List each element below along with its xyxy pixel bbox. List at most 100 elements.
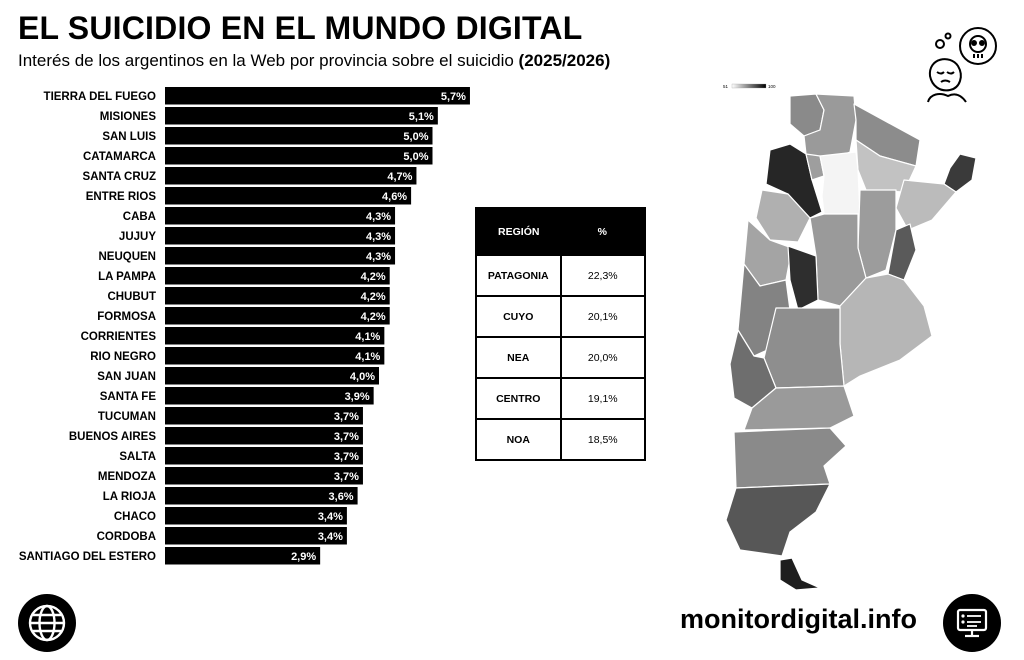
value-label: 3,7%: [334, 471, 359, 483]
globe-icon: [18, 594, 76, 652]
pct-cell: 22,3%: [559, 254, 646, 297]
category-label: CORDOBA: [97, 531, 156, 543]
bar: [165, 347, 385, 365]
bar: [165, 187, 412, 205]
value-label: 4,0%: [350, 371, 375, 383]
bar: [165, 127, 433, 145]
bar: [165, 427, 363, 445]
category-label: TUCUMAN: [98, 411, 156, 423]
bar: [165, 387, 374, 405]
table-row: CUYO 20,1%: [475, 295, 646, 338]
value-label: 3,4%: [318, 531, 343, 543]
category-label: FORMOSA: [97, 311, 156, 323]
category-label: SALTA: [119, 451, 156, 463]
bar: [165, 207, 396, 225]
category-label: MISIONES: [100, 111, 157, 123]
argentina-map: 51 100: [723, 83, 977, 591]
region-header: REGIÓN: [476, 208, 561, 255]
bar: [165, 87, 470, 105]
province-larioja: [755, 189, 811, 243]
category-label: TIERRA DEL FUEGO: [44, 91, 157, 103]
value-label: 4,2%: [361, 311, 386, 323]
subtitle-text: Interés de los argentinos en la Web por …: [18, 51, 514, 70]
province-entrerios: [887, 223, 917, 281]
pct-cell: 20,0%: [559, 336, 646, 379]
bar: [165, 367, 379, 385]
province-santacruz: [725, 483, 831, 557]
category-label: CHUBUT: [107, 291, 156, 303]
category-label: ENTRE RIOS: [86, 191, 157, 203]
bar: [165, 487, 358, 505]
bar: [165, 467, 363, 485]
value-label: 4,7%: [387, 171, 412, 183]
map-legend-max: 100: [768, 84, 776, 89]
value-label: 3,7%: [334, 451, 359, 463]
value-label: 3,4%: [318, 511, 343, 523]
value-label: 3,7%: [334, 411, 359, 423]
category-label: JUJUY: [119, 231, 156, 243]
value-label: 4,6%: [382, 191, 407, 203]
bar: [165, 507, 347, 525]
value-label: 2,9%: [291, 551, 316, 563]
value-label: 5,1%: [409, 111, 434, 123]
value-label: 3,9%: [345, 391, 370, 403]
category-label: SANTA FE: [100, 391, 157, 403]
pct-cell: 18,5%: [559, 418, 646, 461]
brand-text: monitordigital.info: [680, 604, 917, 634]
value-label: 4,2%: [361, 271, 386, 283]
bar: [165, 267, 390, 285]
monitor-icon: [943, 594, 1001, 652]
category-label: SANTIAGO DEL ESTERO: [19, 551, 156, 563]
category-label: MENDOZA: [98, 471, 156, 483]
province-corrientes: [895, 179, 957, 231]
category-label: CABA: [123, 211, 156, 223]
value-label: 5,7%: [441, 91, 466, 103]
province-catamarca: [765, 143, 823, 219]
bar: [165, 307, 390, 325]
bar: [165, 247, 396, 265]
region-cell: NOA: [475, 418, 562, 461]
province-bar-chart: TIERRA DEL FUEGO 5,7% MISIONES 5,1% SAN LUIS…: [19, 87, 470, 565]
category-label: CATAMARCA: [83, 151, 156, 163]
bar: [165, 447, 363, 465]
category-label: SAN LUIS: [102, 131, 156, 143]
category-label: BUENOS AIRES: [69, 431, 156, 443]
table-row: NEA 20,0%: [475, 336, 646, 379]
value-label: 4,3%: [366, 231, 391, 243]
map-legend-bar: [731, 83, 767, 89]
province-sanluis: [787, 245, 819, 311]
category-label: LA RIOJA: [103, 491, 156, 503]
table-row: CENTRO 19,1%: [475, 377, 646, 420]
value-label: 4,3%: [366, 211, 391, 223]
category-label: CORRIENTES: [81, 331, 157, 343]
province-misiones: [943, 153, 977, 193]
pct-header: %: [560, 208, 645, 255]
category-label: LA PAMPA: [98, 271, 156, 283]
bar: [165, 107, 438, 125]
region-table-header: REGIÓN %: [476, 208, 645, 255]
value-label: 3,6%: [329, 491, 354, 503]
value-label: 4,2%: [361, 291, 386, 303]
province-lapampa: [763, 307, 845, 389]
value-label: 4,3%: [366, 251, 391, 263]
category-label: SAN JUAN: [97, 371, 156, 383]
region-cell: PATAGONIA: [475, 254, 562, 297]
province-tierradelfuego: [779, 557, 821, 591]
bar: [165, 527, 347, 545]
region-cell: CUYO: [475, 295, 562, 338]
category-label: CHACO: [114, 511, 156, 523]
worried-person-skull-icon: [927, 27, 997, 103]
value-label: 3,7%: [334, 431, 359, 443]
bar: [165, 227, 396, 245]
page-subtitle: Interés de los argentinos en la Web por …: [18, 51, 610, 71]
value-label: 4,1%: [355, 351, 380, 363]
category-label: RIO NEGRO: [90, 351, 156, 363]
map-legend-min: 51: [723, 84, 729, 89]
page-title: EL SUICIDIO EN EL MUNDO DIGITAL: [18, 10, 583, 46]
pct-cell: 20,1%: [559, 295, 646, 338]
value-label: 5,0%: [403, 151, 428, 163]
bar: [165, 167, 417, 185]
pct-cell: 19,1%: [559, 377, 646, 420]
region-cell: NEA: [475, 336, 562, 379]
bar: [165, 407, 363, 425]
